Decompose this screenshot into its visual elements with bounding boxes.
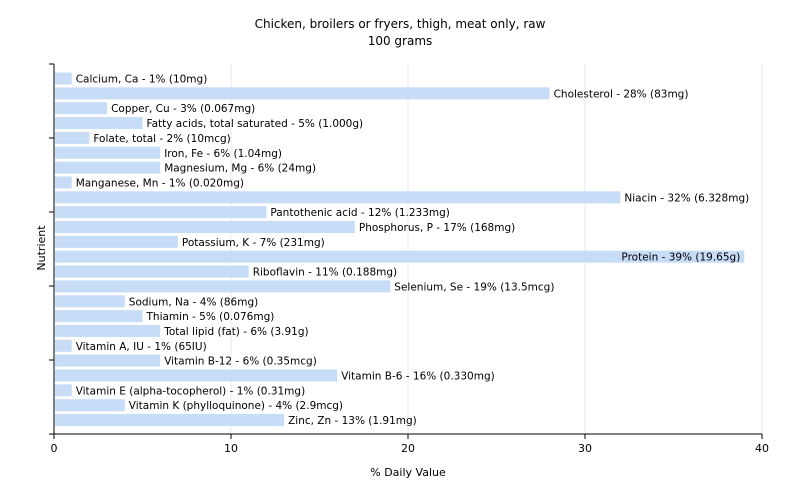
x-tick-label-40: 40 [755,442,769,455]
bar-label-8: Niacin - 32% (6.328mg) [624,192,749,204]
x-tick-label-10: 10 [224,442,238,455]
bar-label-15: Sodium, Na - 4% (86mg) [129,296,258,308]
bars: Calcium, Ca - 1% (10mg) Cholesterol - 28%… [55,72,749,427]
bar-label-0: Calcium, Ca - 1% (10mg) [76,74,208,86]
bar-label-6: Magnesium, Mg - 6% (24mg) [164,163,316,175]
bar-21 [55,384,72,397]
bar-label-9: Pantothenic acid - 12% (1.233mg) [270,207,449,219]
bar-label-17: Total lipid (fat) - 6% (3.91g) [163,326,308,338]
bar-label-1: Cholesterol - 28% (83mg) [554,88,689,100]
bar-14 [55,280,391,293]
bar-3 [55,117,143,130]
bar-label-4: Folate, total - 2% (10mcg) [93,133,230,145]
chart-title: Chicken, broilers or fryers, thigh, meat… [255,17,546,31]
bar-label-10: Phosphorus, P - 17% (168mg) [359,222,515,234]
bar-19 [55,354,161,367]
bar-0 [55,72,72,85]
bar-label-22: Vitamin K (phylloquinone) - 4% (2.9mcg) [129,400,343,412]
bar-label-19: Vitamin B-12 - 6% (0.35mcg) [164,356,317,368]
x-tick-label-30: 30 [578,442,592,455]
x-tick-label-0: 0 [51,442,58,455]
bar-23 [55,414,285,427]
bar-label-21: Vitamin E (alpha-tocopherol) - 1% (0.31m… [76,385,306,397]
bar-1 [55,87,550,100]
bar-18 [55,339,72,352]
bar-20 [55,369,338,382]
bar-22 [55,399,125,412]
bar-5 [55,146,161,159]
bar-label-11: Potassium, K - 7% (231mg) [182,237,325,249]
bar-2 [55,102,108,115]
bar-7 [55,176,72,189]
bar-4 [55,131,90,144]
bar-label-5: Iron, Fe - 6% (1.04mg) [164,148,282,160]
bar-label-3: Fatty acids, total saturated - 5% (1.000… [147,118,364,130]
bar-17 [55,324,161,337]
bar-9 [55,206,267,219]
bar-label-7: Manganese, Mn - 1% (0.020mg) [76,177,244,189]
axes: 0 10 20 30 40 [49,63,769,455]
bar-label-18: Vitamin A, IU - 1% (65IU) [76,341,207,353]
bar-8 [55,191,621,204]
bar-label-12: Protein - 39% (19.65g) [621,252,740,264]
bar-15 [55,295,125,308]
bar-11 [55,235,178,248]
bar-label-13: Riboflavin - 11% (0.188mg) [253,267,397,279]
chart-subtitle: 100 grams [368,34,433,48]
bar-10 [55,221,355,233]
x-tick-label-20: 20 [401,442,415,455]
y-axis-label: Nutrient [35,225,48,271]
bar-label-20: Vitamin B-6 - 16% (0.330mg) [341,371,495,383]
bar-16 [55,310,143,323]
bar-label-2: Copper, Cu - 3% (0.067mg) [111,103,255,115]
bar-label-23: Zinc, Zn - 13% (1.91mg) [288,415,417,427]
x-axis-label: % Daily Value [370,466,446,479]
bar-13 [55,265,249,278]
bar-label-14: Selenium, Se - 19% (13.5mcg) [394,281,554,293]
bar-label-16: Thiamin - 5% (0.076mg) [146,311,275,323]
bar-12 [55,250,745,263]
bar-6 [55,161,161,174]
